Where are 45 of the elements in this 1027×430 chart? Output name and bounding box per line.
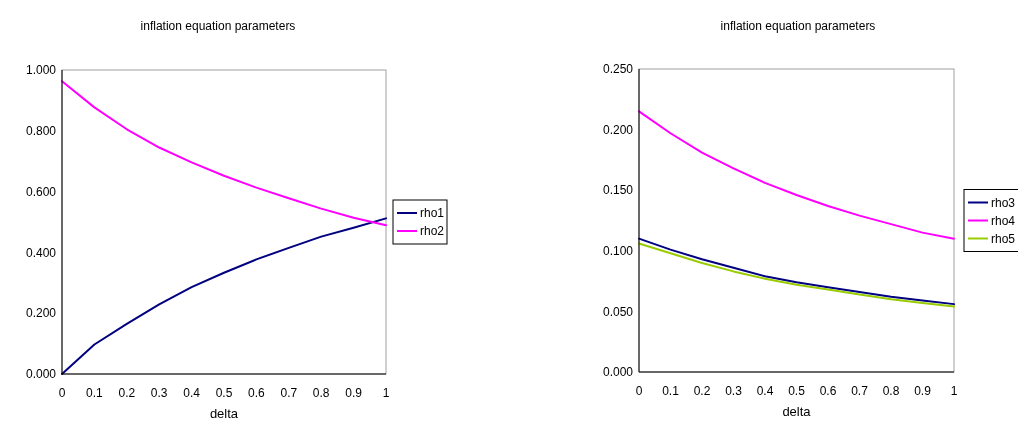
x-tick-label: 0.8 bbox=[882, 384, 900, 398]
x-tick-label: 0 bbox=[635, 384, 643, 398]
x-tick-label: 1 bbox=[382, 386, 390, 400]
x-tick-label: 0.2 bbox=[118, 386, 136, 400]
x-tick-label: 0.1 bbox=[86, 386, 104, 400]
x-tick-label: 0.3 bbox=[725, 384, 743, 398]
x-tick-label: 1 bbox=[950, 384, 958, 398]
x-tick-label: 0.8 bbox=[312, 386, 330, 400]
chart-title: inflation equation parameters bbox=[720, 19, 876, 33]
x-tick-label: 0.9 bbox=[914, 384, 932, 398]
y-tick-label: 0.100 bbox=[602, 244, 634, 258]
line-series bbox=[61, 80, 387, 227]
x-tick-label: 0.7 bbox=[280, 386, 298, 400]
y-tick-label: 0.200 bbox=[602, 122, 634, 137]
legend-label: rho5 bbox=[991, 231, 1016, 246]
x-axis-title: delta bbox=[782, 404, 812, 419]
x-tick-label: 0.2 bbox=[693, 384, 711, 398]
legend-label: rho1 bbox=[420, 206, 445, 221]
y-tick-label: 0.200 bbox=[25, 306, 57, 321]
y-tick-label: 1.000 bbox=[25, 63, 57, 78]
y-tick-label: 0.000 bbox=[602, 365, 634, 380]
line-series bbox=[638, 110, 955, 240]
chart-title: inflation equation parameters bbox=[140, 19, 296, 33]
x-tick-label: 0.4 bbox=[756, 384, 774, 398]
x-tick-label: 0 bbox=[58, 386, 66, 400]
x-tick-label: 0.6 bbox=[819, 384, 837, 398]
x-tick-label: 0.9 bbox=[345, 386, 363, 400]
y-tick-label: 0.050 bbox=[602, 304, 634, 319]
x-tick-label: 0.3 bbox=[150, 386, 168, 400]
legend-label: rho4 bbox=[991, 213, 1016, 228]
y-tick-label: 0.400 bbox=[25, 245, 57, 260]
x-axis-title: delta bbox=[209, 406, 239, 421]
x-tick-label: 0.4 bbox=[183, 386, 201, 400]
y-tick-label: 0.000 bbox=[25, 367, 57, 382]
y-tick-label: 0.800 bbox=[25, 124, 57, 138]
x-tick-label: 0.5 bbox=[215, 386, 233, 400]
legend-label: rho2 bbox=[420, 224, 445, 239]
y-tick-label: 0.150 bbox=[602, 183, 634, 198]
x-tick-label: 0.6 bbox=[248, 386, 266, 400]
y-tick-label: 0.600 bbox=[25, 184, 57, 199]
legend-label: rho3 bbox=[991, 195, 1016, 210]
x-tick-label: 0.1 bbox=[662, 384, 680, 398]
x-tick-label: 0.5 bbox=[788, 384, 806, 398]
y-tick-label: 0.250 bbox=[602, 62, 634, 77]
x-tick-label: 0.7 bbox=[851, 384, 869, 398]
